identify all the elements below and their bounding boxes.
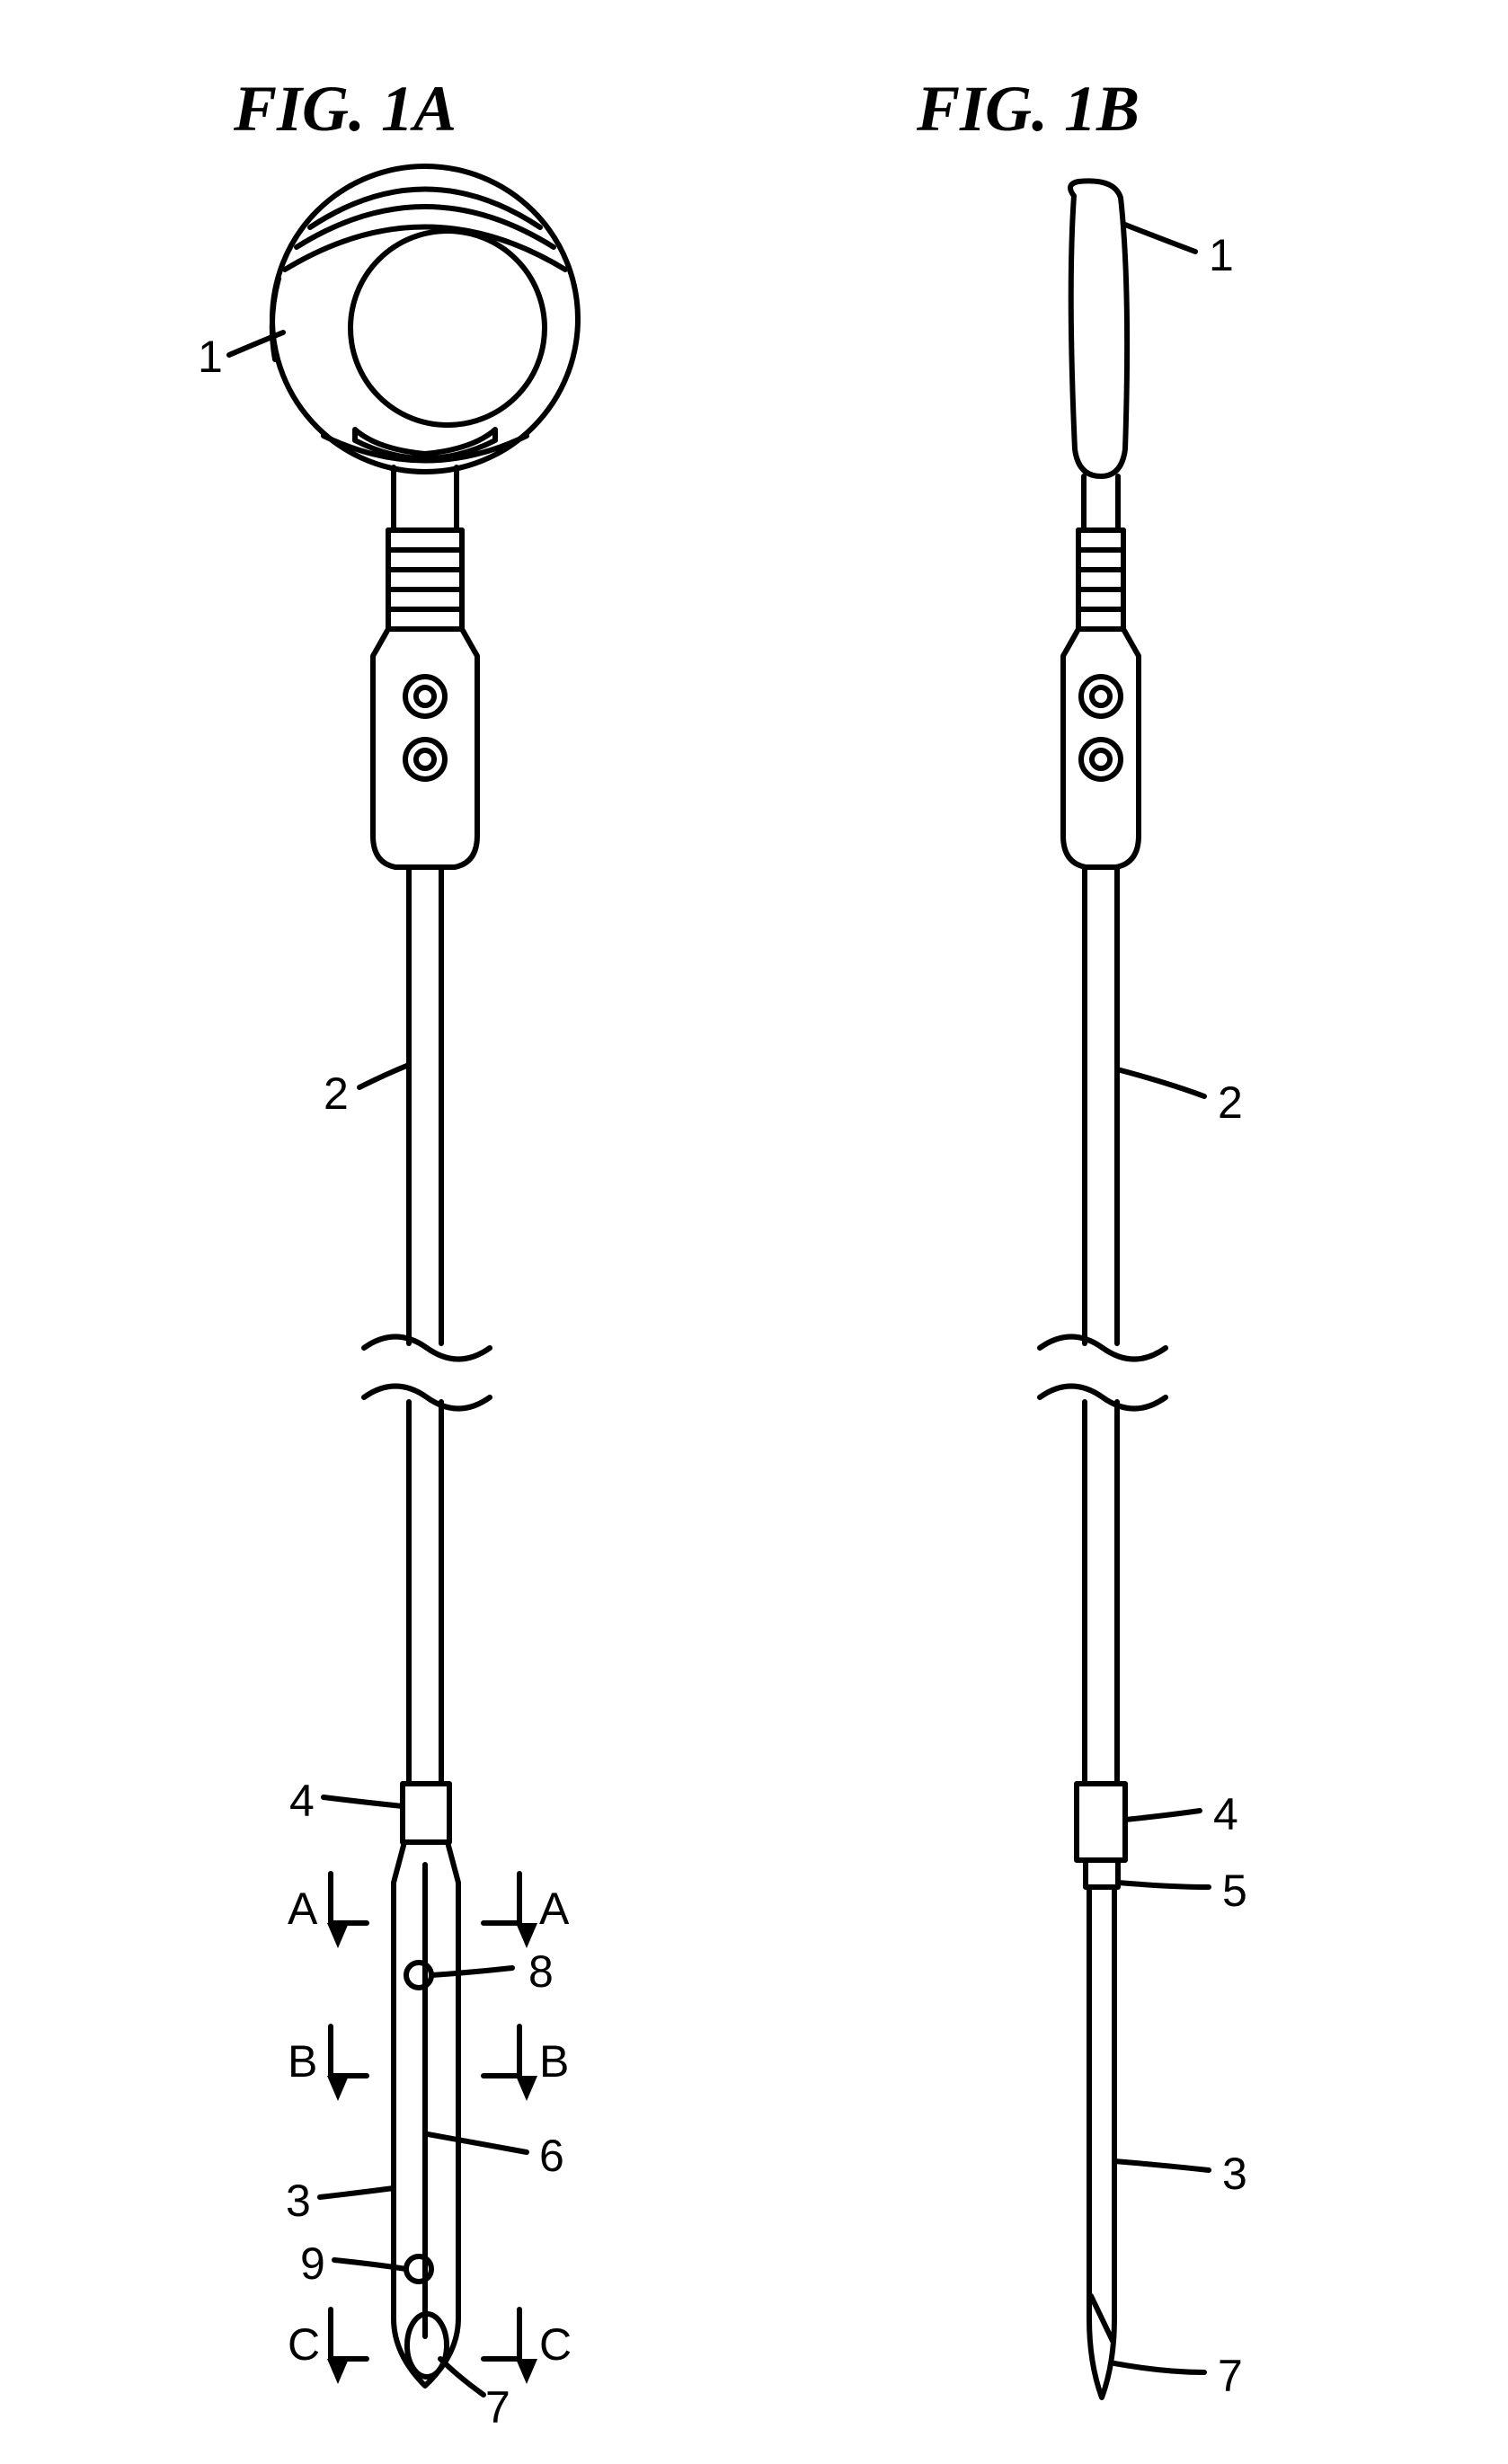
label-1b-2: 2 (1218, 1077, 1243, 1129)
patent-figure-page: FIG. 1A FIG. 1B (0, 0, 1508, 2464)
label-1b-1: 1 (1209, 229, 1234, 281)
label-1b-5: 5 (1222, 1865, 1247, 1917)
label-1b-3: 3 (1222, 2148, 1247, 2200)
label-1b-4: 4 (1213, 1788, 1238, 1840)
figure-1b-drawing (0, 0, 1508, 2464)
label-1b-7: 7 (1218, 2350, 1243, 2402)
